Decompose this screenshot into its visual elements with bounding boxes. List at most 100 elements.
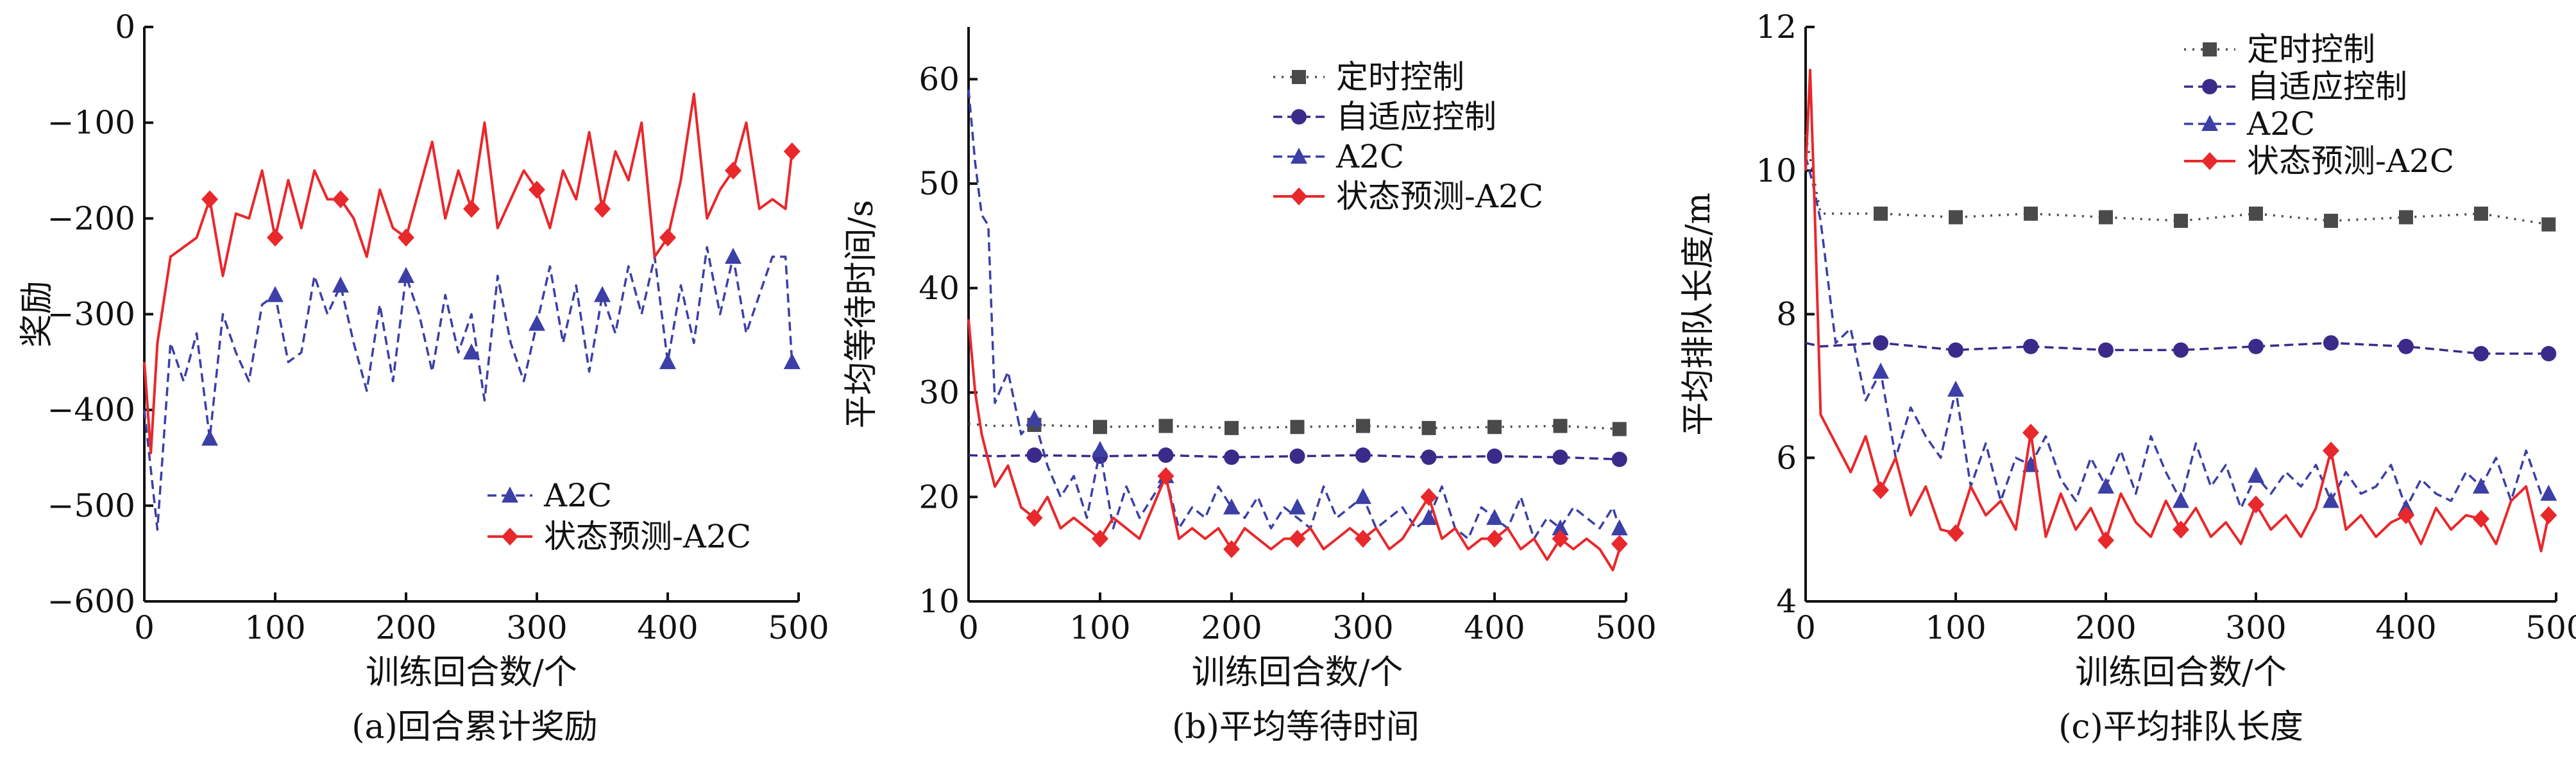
data-point-adaptive <box>2098 342 2114 358</box>
series-fixed_timing <box>1804 134 2556 232</box>
series-line-state_pred_a2c <box>967 319 1621 572</box>
data-point-fixed_timing <box>2541 217 2556 232</box>
data-point-fixed_timing <box>2174 214 2188 228</box>
data-point-state_pred_a2c <box>398 228 414 247</box>
x-tick-label: 200 <box>2075 609 2136 646</box>
data-point-a2c <box>2323 492 2339 508</box>
data-point-fixed_timing <box>1612 422 1627 436</box>
x-tick-label: 100 <box>1069 609 1130 646</box>
x-axis-title: 训练回合数/个 <box>366 653 577 692</box>
series-line-a2c <box>967 89 1621 540</box>
data-point-a2c <box>1420 508 1437 525</box>
data-point-fixed_timing <box>2324 214 2338 228</box>
y-tick-label: 6 <box>1776 439 1797 476</box>
data-point-state_pred_a2c <box>332 190 349 209</box>
x-axis-title: 训练回合数/个 <box>1192 653 1403 692</box>
legend-swatch-marker <box>1291 148 1307 164</box>
legend-swatch-marker <box>2201 152 2218 170</box>
legend-label: 自适应控制 <box>2247 68 2407 105</box>
y-tick-label: 10 <box>919 583 960 620</box>
data-point-state_pred_a2c <box>1552 530 1569 548</box>
data-point-state_pred_a2c <box>463 200 480 218</box>
data-point-adaptive <box>1289 448 1305 464</box>
y-tick-label: −300 <box>47 296 135 333</box>
chart-panel-1: 0 100 200 300 400 500 10 20 30 40 50 60 训练回合数/个 平均等待时… <box>842 27 1657 746</box>
series-line-a2c <box>143 246 793 531</box>
data-point-fixed_timing <box>1553 418 1568 433</box>
data-point-state_pred_a2c <box>267 228 284 247</box>
series-fixed_timing <box>968 417 1627 436</box>
data-point-adaptive <box>1355 447 1371 463</box>
series-line-state_pred_a2c <box>1804 69 2550 553</box>
series-adaptive <box>968 447 1627 467</box>
y-tick-label: 4 <box>1776 583 1797 620</box>
x-axis-title: 训练回合数/个 <box>2075 653 2287 692</box>
x-tick-label: 500 <box>768 609 829 646</box>
y-tick-label: 60 <box>919 60 960 98</box>
y-axis-title: 平均排队长度/m <box>1679 193 1718 436</box>
x-tick-label: 400 <box>2375 609 2436 646</box>
legend-label: A2C <box>2246 105 2315 142</box>
data-point-state_pred_a2c <box>2473 510 2489 528</box>
data-point-fixed_timing <box>1949 210 1963 225</box>
data-point-fixed_timing <box>1487 420 1502 435</box>
data-point-a2c <box>2173 492 2189 508</box>
y-tick-label: 30 <box>919 374 960 411</box>
data-point-adaptive <box>1158 447 1174 463</box>
data-point-fixed_timing <box>1224 420 1239 435</box>
data-point-a2c <box>783 353 801 370</box>
x-tick-label: 0 <box>134 609 155 646</box>
y-tick-label: 8 <box>1776 296 1797 333</box>
legend-swatch-marker <box>2203 42 2217 56</box>
y-axis-title: 奖励 <box>18 280 56 347</box>
data-point-adaptive <box>2248 338 2264 354</box>
data-point-adaptive <box>2173 342 2189 358</box>
x-tick-label: 400 <box>637 609 698 646</box>
data-point-adaptive <box>2023 338 2038 354</box>
data-point-state_pred_a2c <box>1157 467 1174 485</box>
data-point-state_pred_a2c <box>1092 530 1108 548</box>
data-point-fixed_timing <box>2099 210 2113 225</box>
data-point-a2c <box>2097 478 2114 494</box>
data-point-adaptive <box>1421 449 1437 465</box>
series-line-adaptive <box>1805 341 2549 355</box>
data-point-adaptive <box>1026 447 1042 463</box>
data-point-a2c <box>1092 441 1108 458</box>
data-point-adaptive <box>1873 335 1888 351</box>
data-point-a2c <box>1223 498 1240 515</box>
data-point-state_pred_a2c <box>1420 488 1437 506</box>
series-state_pred_a2c <box>967 319 1628 572</box>
data-point-a2c <box>1026 409 1043 426</box>
y-tick-label: 10 <box>1756 152 1797 189</box>
legend-label: 状态预测-A2C <box>544 518 751 555</box>
legend-swatch-marker <box>502 487 518 503</box>
data-point-a2c <box>2540 485 2557 501</box>
x-tick-label: 200 <box>1201 609 1262 646</box>
x-tick-label: 300 <box>1332 609 1393 646</box>
y-tick-label: −600 <box>47 583 135 620</box>
x-tick-label: 0 <box>958 609 979 646</box>
data-point-a2c <box>529 314 545 331</box>
data-point-a2c <box>2248 467 2264 483</box>
data-point-fixed_timing <box>1158 418 1173 433</box>
data-point-state_pred_a2c <box>1355 530 1371 548</box>
data-point-state_pred_a2c <box>2323 442 2339 460</box>
y-tick-label: 40 <box>919 270 960 307</box>
legend-label: 定时控制 <box>1336 58 1464 96</box>
data-point-a2c <box>1611 519 1628 536</box>
data-point-fixed_timing <box>1290 420 1305 435</box>
legend-swatch-marker <box>1291 109 1307 125</box>
data-point-a2c <box>725 248 741 264</box>
data-point-a2c <box>1947 380 1964 397</box>
series-a2c <box>1804 155 2557 515</box>
data-point-state_pred_a2c <box>1947 524 1964 542</box>
data-point-adaptive <box>2398 338 2414 354</box>
series-a2c <box>143 246 801 531</box>
data-point-fixed_timing <box>1093 420 1107 435</box>
data-point-state_pred_a2c <box>1611 535 1628 553</box>
data-point-a2c <box>201 429 218 446</box>
data-point-adaptive <box>2541 346 2557 362</box>
data-point-state_pred_a2c <box>594 200 611 218</box>
data-point-a2c <box>1355 488 1371 504</box>
legend-swatch-marker <box>2202 79 2217 94</box>
